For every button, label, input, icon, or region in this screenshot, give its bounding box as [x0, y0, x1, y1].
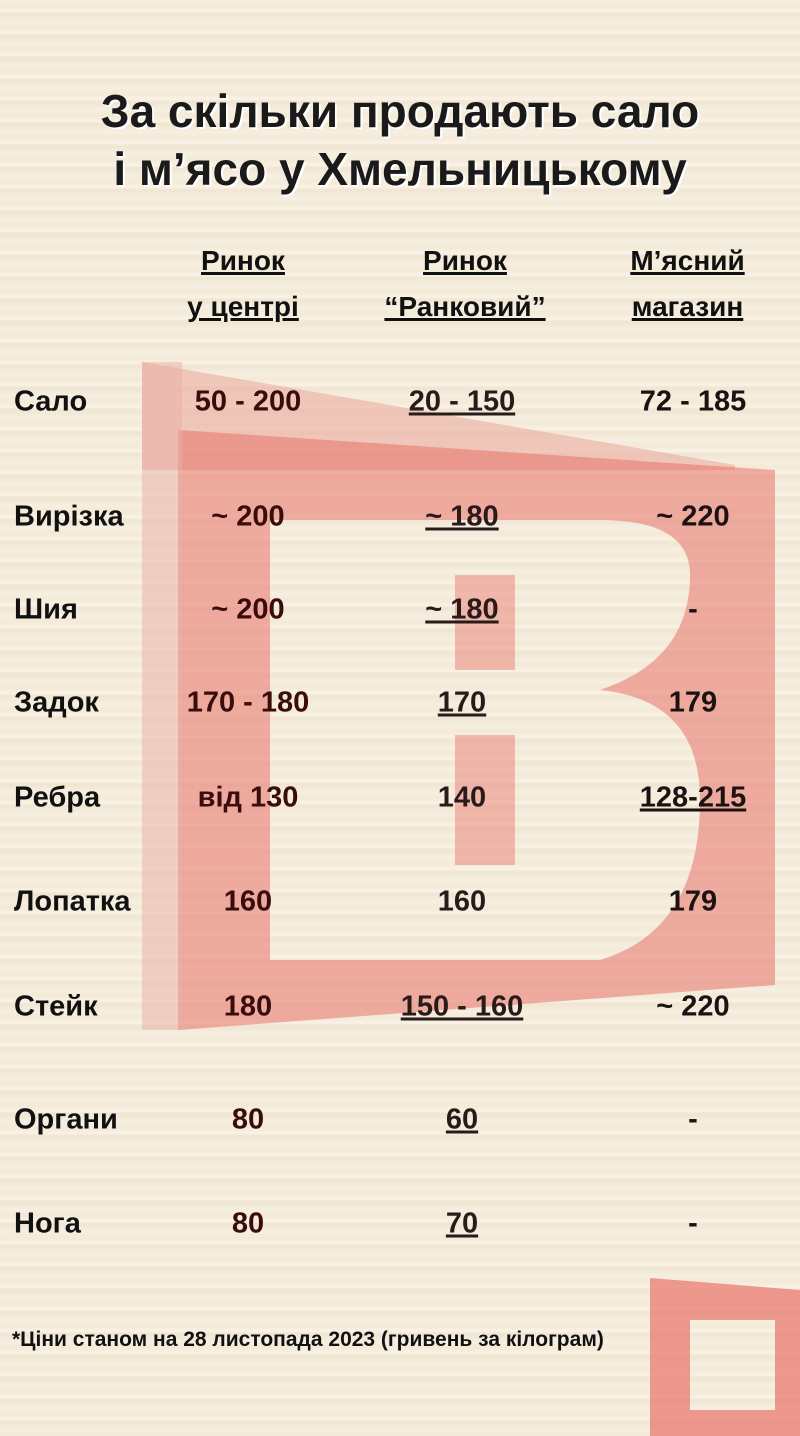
price-cell: 160 [437, 885, 487, 918]
footnote: *Ціни станом на 28 листопада 2023 (гриве… [12, 1328, 604, 1351]
price-cell: ~ 200 [211, 593, 285, 626]
price-cell: 80 [231, 1207, 265, 1240]
title-line-2: і м’ясо у Хмельницькому [113, 143, 687, 195]
price-cell: ~ 180 [425, 500, 499, 533]
row-label: Органи [14, 1103, 118, 1136]
price-cell: 80 [231, 1103, 265, 1136]
price-cell: 150 - 160 [400, 990, 524, 1023]
price-cell: 170 [437, 686, 487, 719]
price-cell: 20 - 150 [408, 385, 516, 418]
price-cell: ~ 180 [425, 593, 499, 626]
price-cell: 128-215 [639, 781, 747, 814]
row-label: Шия [14, 593, 78, 626]
page-title: За скільки продають сало і м’ясо у Хмель… [0, 82, 800, 198]
price-cell: ~ 200 [211, 500, 285, 533]
row-label: Нога [14, 1207, 81, 1240]
row-label: Ребра [14, 781, 101, 814]
price-cell: від 130 [197, 781, 299, 814]
price-cell: - [688, 1207, 698, 1240]
price-cell: 50 - 200 [194, 385, 302, 418]
price-cell: 70 [445, 1207, 479, 1240]
price-cell: - [688, 593, 698, 626]
row-label: Лопатка [14, 885, 131, 918]
column-header-rankovyi-market: Ринок “Ранковий” [384, 245, 546, 322]
column-header-meat-shop: М’ясний магазин [630, 245, 745, 322]
title-line-1: За скільки продають сало [100, 85, 700, 137]
price-cell: 72 - 185 [639, 385, 747, 418]
price-cell: 140 [437, 781, 487, 814]
price-cell: 180 [223, 990, 273, 1023]
price-cell: 60 [445, 1103, 479, 1136]
row-label: Задок [14, 686, 99, 719]
price-cell: 179 [668, 686, 718, 719]
row-label: Вирізка [14, 500, 124, 533]
row-label: Стейк [14, 990, 98, 1023]
price-cell: ~ 220 [656, 990, 730, 1023]
price-cell: 179 [668, 885, 718, 918]
price-cell: - [688, 1103, 698, 1136]
column-header-central-market: Ринок у центрі [187, 245, 299, 322]
row-label: Сало [14, 385, 88, 418]
price-cell: ~ 220 [656, 500, 730, 533]
price-cell: 170 - 180 [186, 686, 310, 719]
price-cell: 160 [223, 885, 273, 918]
